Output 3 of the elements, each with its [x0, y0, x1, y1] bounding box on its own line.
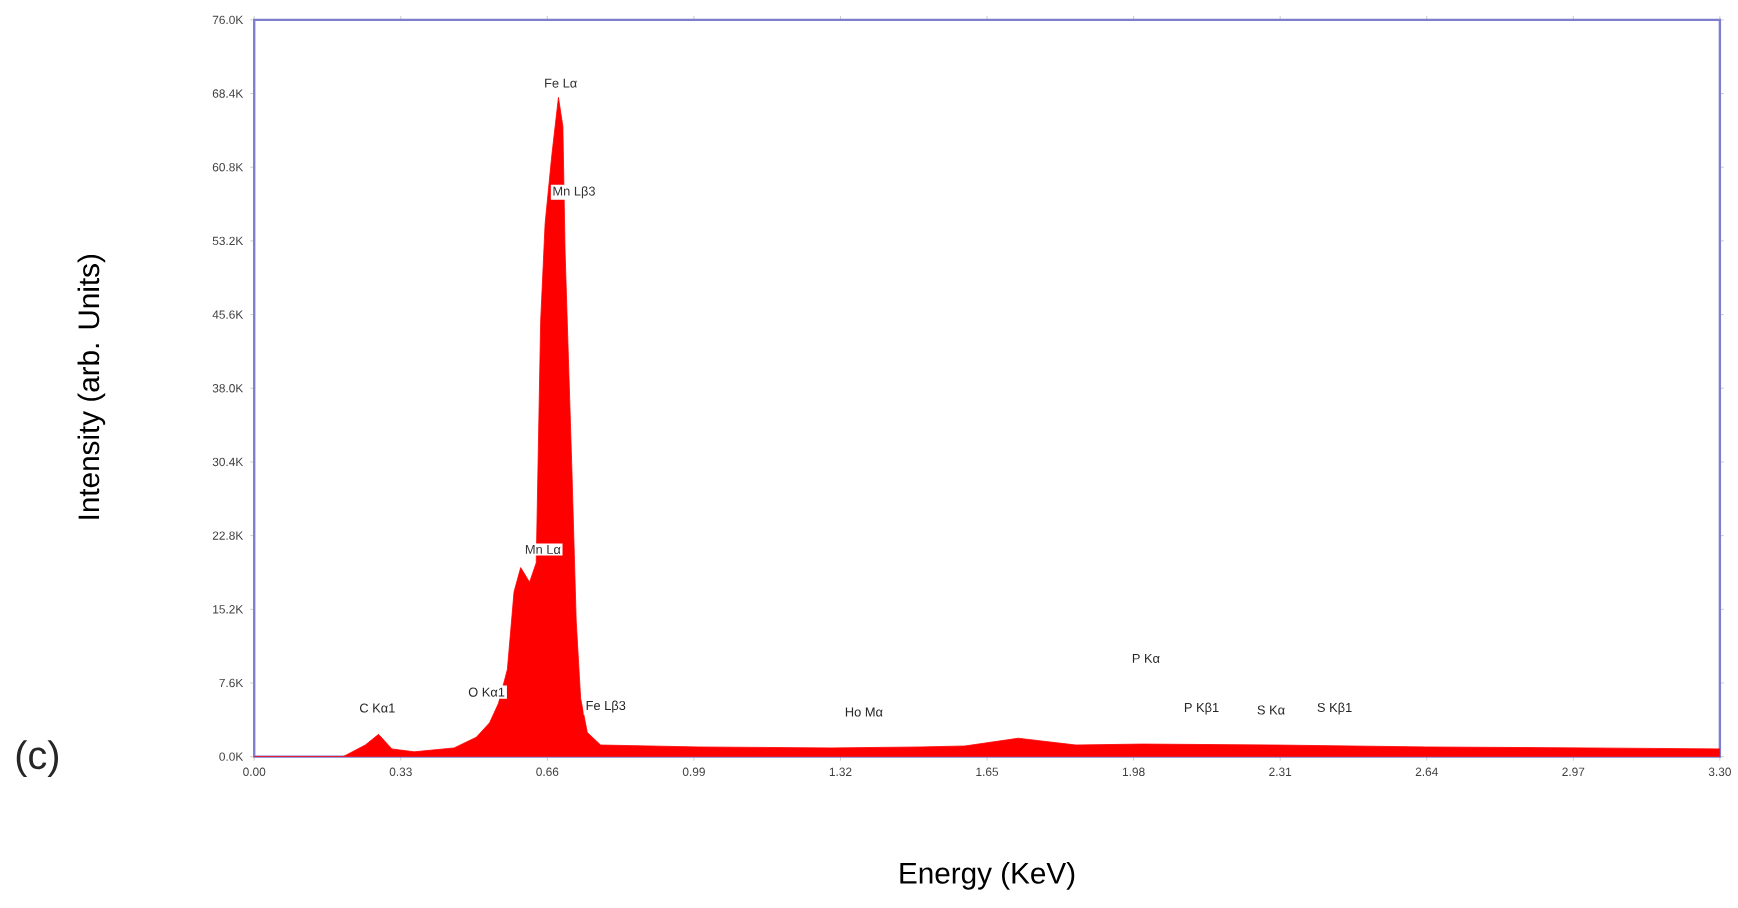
x-axis-title: Energy (KeV) — [900, 862, 1075, 890]
y-axis-title: Intensity (arb. Units) — [77, 255, 106, 519]
text: (c) — [16, 740, 58, 778]
